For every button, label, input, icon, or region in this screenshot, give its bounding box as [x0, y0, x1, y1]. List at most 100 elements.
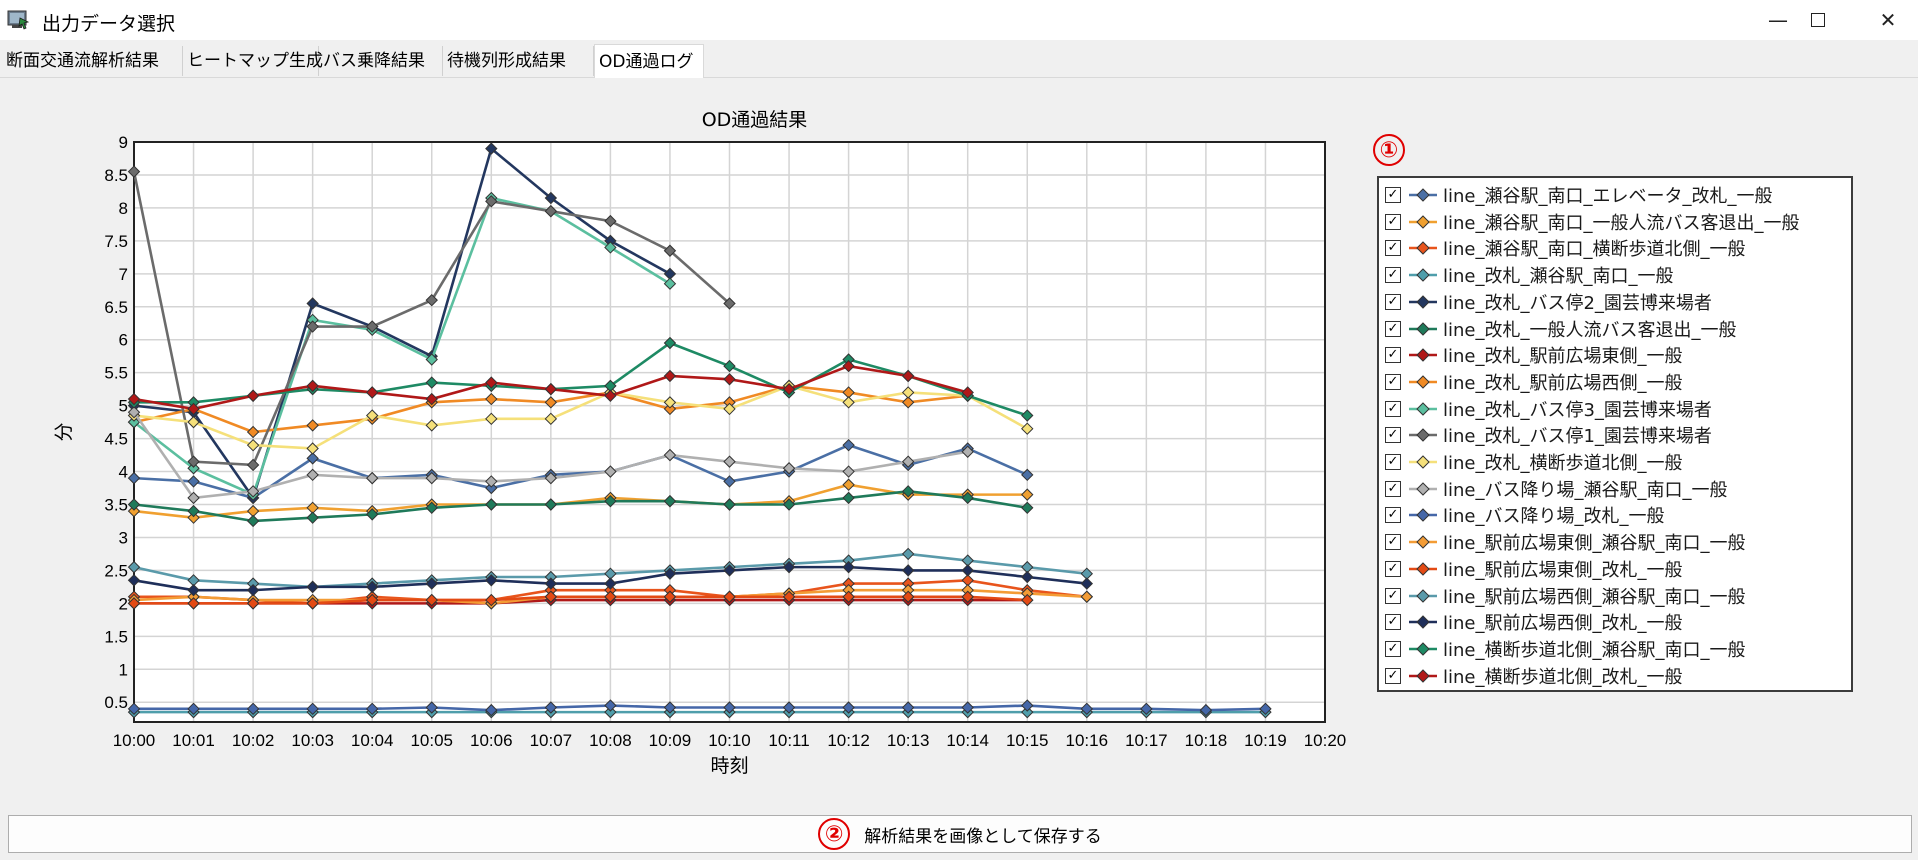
legend-item[interactable]: ✓ line_改札_バス停2_園芸博来場者 — [1385, 289, 1712, 315]
chart-title: OD通過結果 — [702, 109, 808, 131]
legend-item[interactable]: ✓ line_改札_一般人流バス客退出_一般 — [1385, 316, 1736, 342]
tab-heatmap[interactable]: ヒートマップ生成 — [183, 46, 323, 76]
data-point — [544, 577, 558, 590]
legend-checkbox[interactable]: ✓ — [1385, 187, 1401, 203]
data-point — [663, 336, 677, 350]
legend-marker — [1409, 508, 1437, 523]
data-point — [901, 564, 915, 577]
data-point — [187, 511, 200, 524]
legend-checkbox[interactable]: ✓ — [1385, 400, 1401, 417]
data-point — [544, 590, 558, 603]
data-point — [901, 590, 915, 603]
data-point — [485, 574, 498, 587]
legend-checkbox[interactable]: ✓ — [1385, 640, 1401, 657]
legend-checkbox[interactable]: ✓ — [1385, 614, 1401, 631]
legend-badge: ① — [1373, 134, 1405, 166]
legend-item[interactable]: ✓ line_改札_駅前広場西側_一般 — [1385, 369, 1682, 395]
legend-item[interactable]: ✓ line_バス降り場_瀬谷駅_南口_一般 — [1385, 476, 1727, 502]
legend-checkbox[interactable]: ✓ — [1385, 267, 1401, 284]
legend-marker — [1409, 562, 1437, 576]
legend-item[interactable]: ✓ line_駅前広場西側_改札_一般 — [1385, 609, 1682, 635]
legend-checkbox[interactable]: ✓ — [1385, 667, 1401, 684]
data-point — [187, 702, 200, 716]
legend-checkbox[interactable]: ✓ — [1385, 347, 1401, 364]
legend-item[interactable]: ✓ line_瀬谷駅_南口_横断歩道北側_一般 — [1385, 235, 1745, 261]
legend-checkbox[interactable]: ✓ — [1385, 454, 1401, 470]
legend-label: line_駅前広場東側_改札_一般 — [1443, 559, 1683, 581]
legend-item[interactable]: ✓ line_改札_横断歩道北側_一般 — [1385, 449, 1682, 475]
data-point — [544, 701, 558, 714]
data-point — [604, 577, 617, 590]
legend-checkbox[interactable]: ✓ — [1385, 587, 1401, 604]
tab-queue[interactable]: 待機列形成結果 — [443, 46, 594, 76]
tab-od-log[interactable]: OD通過ログ — [594, 44, 704, 78]
data-point — [187, 475, 200, 488]
legend-item[interactable]: ✓ line_バス降り場_改札_一般 — [1385, 502, 1664, 528]
save-image-button[interactable]: ② 解析結果を画像として保存する — [8, 815, 1912, 853]
legend-item[interactable]: ✓ line_横断歩道北側_瀬谷駅_南口_一般 — [1385, 636, 1745, 662]
data-point — [544, 382, 558, 396]
y-tick-label: 8.5 — [104, 166, 128, 185]
data-point — [485, 376, 498, 389]
tab-section-flow[interactable]: 断面交通流解析結果 — [2, 46, 183, 76]
data-point — [246, 597, 260, 610]
legend-item[interactable]: ✓ line_改札_瀬谷駅_南口_一般 — [1385, 262, 1673, 288]
y-tick-label: 6.5 — [104, 298, 128, 317]
x-tick-label: 10:16 — [1066, 731, 1109, 750]
legend-item[interactable]: ✓ line_改札_バス停3_園芸博来場者 — [1385, 396, 1712, 422]
data-point — [901, 455, 915, 468]
minimize-button[interactable]: — — [1748, 0, 1808, 40]
y-tick-label: 2.5 — [104, 561, 128, 580]
x-tick-label: 10:03 — [291, 731, 334, 750]
legend-item[interactable]: ✓ line_改札_バス停1_園芸博来場者 — [1385, 422, 1712, 448]
legend-checkbox[interactable]: ✓ — [1385, 240, 1401, 257]
legend-marker — [1409, 401, 1437, 416]
data-point — [604, 465, 617, 478]
data-point — [485, 475, 498, 488]
legend-checkbox[interactable]: ✓ — [1385, 534, 1401, 551]
legend-item[interactable]: ✓ line_駅前広場西側_瀬谷駅_南口_一般 — [1385, 583, 1745, 609]
close-button[interactable]: ✕ — [1858, 0, 1918, 40]
legend-item[interactable]: ✓ line_瀬谷駅_南口_エレベータ_改札_一般 — [1385, 182, 1772, 208]
data-point — [842, 701, 855, 714]
legend-checkbox[interactable]: ✓ — [1385, 507, 1401, 524]
data-point — [246, 702, 260, 716]
data-point — [485, 195, 498, 208]
data-point — [901, 369, 915, 383]
data-point — [1021, 422, 1034, 435]
maximize-icon — [1811, 13, 1825, 27]
tab-bus-boarding[interactable]: バス乗降結果 — [319, 46, 443, 76]
legend-checkbox[interactable]: ✓ — [1385, 320, 1401, 337]
legend-item[interactable]: ✓ line_駅前広場東側_改札_一般 — [1385, 556, 1682, 582]
legend-checkbox[interactable]: ✓ — [1385, 373, 1401, 390]
legend-item[interactable]: ✓ line_改札_駅前広場東側_一般 — [1385, 342, 1682, 368]
data-point — [127, 702, 141, 716]
legend-label: line_駅前広場東側_瀬谷駅_南口_一般 — [1443, 533, 1746, 555]
legend-checkbox[interactable]: ✓ — [1385, 213, 1401, 230]
legend-checkbox[interactable]: ✓ — [1385, 293, 1401, 310]
legend-item[interactable]: ✓ line_瀬谷駅_南口_一般人流バス客退出_一般 — [1385, 209, 1799, 235]
maximize-button[interactable] — [1788, 0, 1848, 40]
legend-checkbox[interactable]: ✓ — [1385, 480, 1401, 497]
data-point — [425, 353, 438, 366]
data-point — [425, 376, 438, 389]
y-tick-label: 8 — [119, 199, 128, 218]
series-line — [133, 196, 671, 497]
legend-label: line_瀬谷駅_南口_エレベータ_改札_一般 — [1443, 186, 1773, 207]
data-point — [1021, 705, 1034, 719]
data-point — [961, 564, 974, 577]
legend-checkbox[interactable]: ✓ — [1385, 427, 1401, 444]
data-point — [723, 701, 736, 714]
data-point — [842, 560, 855, 574]
legend-label: line_瀬谷駅_南口_横断歩道北側_一般 — [1443, 239, 1746, 261]
data-point — [1080, 702, 1094, 716]
x-tick-label: 10:06 — [470, 731, 513, 750]
x-tick-label: 10:09 — [649, 731, 692, 750]
legend-checkbox[interactable]: ✓ — [1385, 560, 1401, 577]
data-point — [127, 574, 141, 587]
y-tick-label: 3.5 — [104, 496, 128, 515]
data-point — [246, 389, 260, 402]
legend-item[interactable]: ✓ line_横断歩道北側_改札_一般 — [1385, 663, 1682, 689]
legend-marker — [1409, 615, 1437, 629]
legend-item[interactable]: ✓ line_駅前広場東側_瀬谷駅_南口_一般 — [1385, 529, 1745, 555]
